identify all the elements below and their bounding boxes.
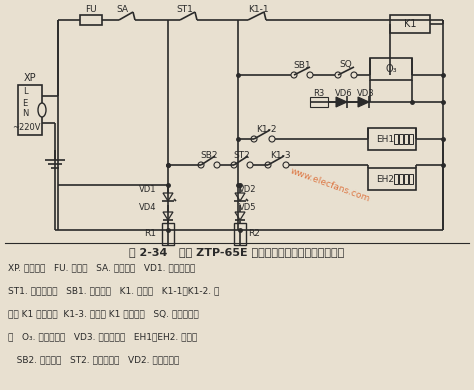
Text: VD2: VD2: [239, 184, 257, 193]
Text: FU: FU: [85, 5, 97, 14]
Bar: [368, 128, 416, 150]
Text: 关   O₃. 臭氧发生器   VD3. 臭氧指示灯   EH1、EH2. 发热器: 关 O₃. 臭氧发生器 VD3. 臭氧指示灯 EH1、EH2. 发热器: [8, 333, 197, 342]
Bar: [399, 134, 403, 144]
Text: L: L: [23, 87, 27, 96]
Text: VD3: VD3: [357, 89, 375, 99]
Text: K1-2: K1-2: [256, 124, 276, 133]
Polygon shape: [163, 212, 173, 220]
Text: XP: XP: [24, 73, 36, 83]
Text: K1-3: K1-3: [270, 151, 290, 160]
Bar: [162, 223, 174, 245]
Text: EH1: EH1: [376, 135, 394, 144]
Bar: [370, 58, 412, 80]
Text: SB1: SB1: [293, 60, 311, 69]
Bar: [404, 134, 408, 144]
Bar: [80, 15, 102, 25]
Text: XP. 电源插头   FU. 熔断器   SA. 电源开关   VD1. 电源指示灯: XP. 电源插头 FU. 熔断器 SA. 电源开关 VD1. 电源指示灯: [8, 264, 195, 273]
Text: VD5: VD5: [239, 202, 257, 211]
Polygon shape: [358, 97, 369, 107]
Polygon shape: [336, 97, 347, 107]
Bar: [310, 97, 328, 107]
Text: SB2: SB2: [200, 151, 218, 160]
Text: N: N: [22, 110, 28, 119]
Polygon shape: [235, 212, 245, 220]
Text: ST1. 消毒温控器   SB1. 臭氧开关   K1. 继电器   K1-1、K1-2. 继: ST1. 消毒温控器 SB1. 臭氧开关 K1. 继电器 K1-1、K1-2. …: [8, 287, 219, 296]
Text: K1: K1: [404, 19, 416, 29]
Bar: [368, 168, 416, 190]
Text: 电器 K1 常开触点  K1-3. 继电器 K1 常闭触点   SQ. 臭氧门控开: 电器 K1 常开触点 K1-3. 继电器 K1 常闭触点 SQ. 臭氧门控开: [8, 310, 199, 319]
Polygon shape: [163, 193, 173, 201]
Text: K1-1: K1-1: [248, 5, 268, 14]
Text: SB2. 保温开关   ST2. 保温温控器   VD2. 保温指示灯: SB2. 保温开关 ST2. 保温温控器 VD2. 保温指示灯: [8, 356, 179, 365]
Text: SA: SA: [116, 5, 128, 14]
Text: R2: R2: [248, 229, 260, 238]
Text: www.elecfans.com: www.elecfans.com: [289, 167, 371, 204]
Bar: [394, 174, 398, 184]
Text: VD1: VD1: [139, 184, 157, 193]
Bar: [234, 223, 246, 245]
Text: O₃: O₃: [385, 64, 397, 74]
Bar: [390, 15, 430, 33]
Bar: [404, 174, 408, 184]
Text: R1: R1: [144, 229, 156, 238]
Text: ST1: ST1: [176, 5, 193, 14]
Text: VD6: VD6: [335, 89, 353, 99]
Polygon shape: [235, 193, 245, 201]
Bar: [18, 85, 42, 135]
Bar: [409, 134, 413, 144]
Bar: [394, 134, 398, 144]
Ellipse shape: [38, 103, 46, 117]
Text: EH2: EH2: [376, 174, 394, 184]
Bar: [399, 174, 403, 184]
Text: VD4: VD4: [139, 202, 157, 211]
Bar: [409, 174, 413, 184]
Text: SQ: SQ: [340, 60, 352, 69]
Text: ~220V: ~220V: [12, 124, 40, 133]
Text: ST2: ST2: [234, 151, 250, 160]
Text: E: E: [22, 99, 27, 108]
Text: 图 2-34   索奇 ZTP-65E 豪华型多功能电子消毒柜电路图: 图 2-34 索奇 ZTP-65E 豪华型多功能电子消毒柜电路图: [129, 247, 345, 257]
Text: R3: R3: [313, 89, 325, 99]
